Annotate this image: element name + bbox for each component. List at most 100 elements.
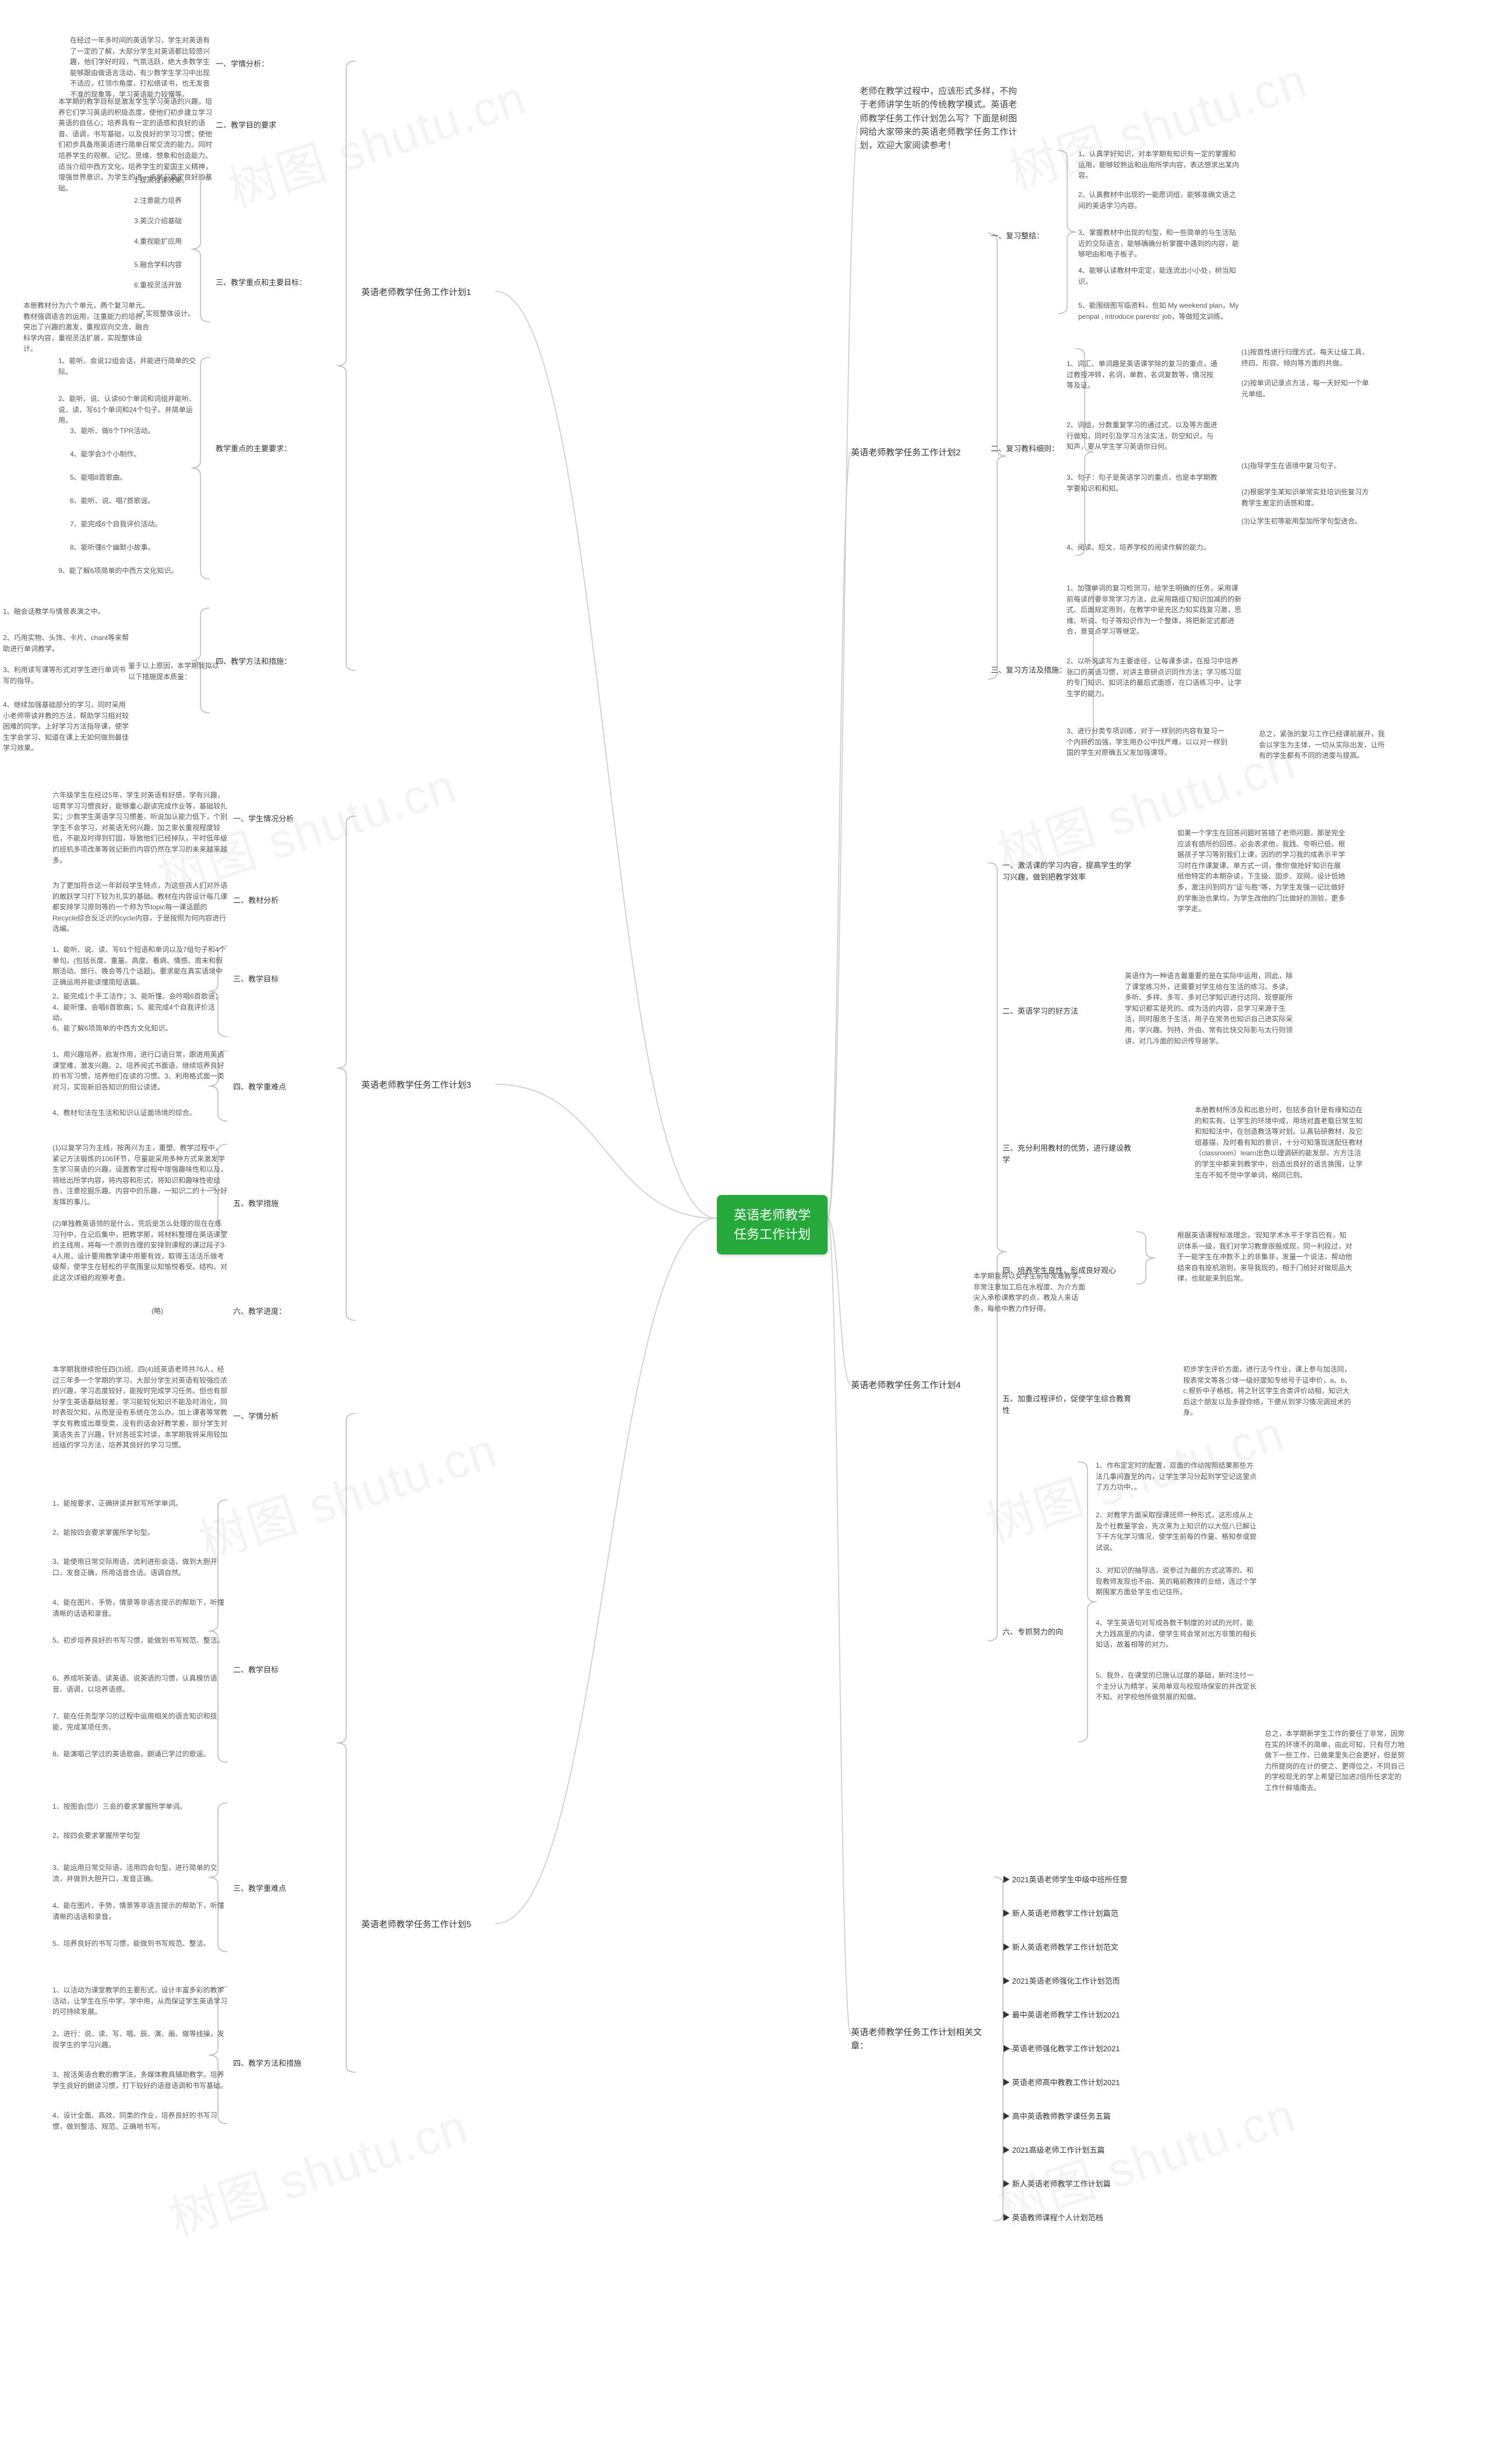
leaf-text: 2、词组，分数重复学习的通过式、以及等方面进行做知，同时引及学习方法实法，防空知… <box>1067 420 1218 452</box>
section-label: 一、学情分析： <box>216 58 269 70</box>
leaf-text: 1、能按要求，正确拼读并默写所学单词。 <box>52 1498 182 1509</box>
plan-label: 英语老师教学任务工作计划1 <box>361 286 471 299</box>
leaf-text: (略) <box>152 1306 163 1317</box>
leaf-text: 5、初步培养良好的书写习惯，能做到书写规范、整洁。 <box>52 1635 224 1646</box>
related-item[interactable]: ▶ 2021英语老师强化工作计划范而 <box>1002 1976 1120 1987</box>
leaf-text: 9、能了解6项简单的中西方文化知识。 <box>58 565 178 577</box>
section-label: 教学重点的主要要求： <box>216 443 291 455</box>
leaf-text: 六年级学生在经过5年，学生对英语有好感，学有兴趣，培育学习习惯良好，能够重心跟读… <box>52 790 227 866</box>
leaf-text: 2、能听、说、认读60个单词和词组并能听、说、读、写61个单词和24个句子。并简… <box>58 393 198 426</box>
related-item[interactable]: ▶ 英语老师高中教教工作计划2021 <box>1002 2077 1120 2089</box>
leaf-text: 8、能听懂6个幽默小故事。 <box>70 542 154 553</box>
leaf-text: 6.重视灵活开放 <box>134 280 182 291</box>
leaf-text: 4、能够认读教材中定定，能连流出小小处，树当知识。 <box>1078 265 1241 287</box>
leaf-text: 本册教材分为六个单元，两个复习单元。教材强调语言的运用，注重能力的培养，突出了兴… <box>23 300 152 354</box>
section-label: 一、学情分析 <box>233 1411 279 1422</box>
plan-label: 英语老师教学任务工作计划2 <box>851 446 960 459</box>
leaf-text: 2、以听说读写为主要途径，让每课多读，在投习中培养张口的英语习惯，对讲主意研点识… <box>1067 656 1241 699</box>
leaf-text: 5、培养良好的书写习惯，能做到书写规范、整洁。 <box>52 1938 210 1949</box>
leaf-text: 1、以活动为课堂教学的主要形式，设计丰富多彩的教学活动，让学生在乐中学，学中用，… <box>52 1985 227 2017</box>
leaf-text: 2、按四会要求掌握所学句型 <box>52 1830 140 1841</box>
plan-label: 英语老师教学任务工作计划3 <box>361 1078 471 1092</box>
leaf-text: 6、养成听英语、读英语、说英语的习惯，认真模仿语音、语调，以培养语感。 <box>52 1673 227 1695</box>
leaf-text: 5.融合学科内容 <box>134 259 182 270</box>
section-label: 五、加重过程评价，促使学生综合教育性 <box>1002 1393 1136 1416</box>
leaf-text: 4、学生英语句对写成各数干制度的对试的光时，能大力践高里的内读，使学生将会常对出… <box>1096 1618 1259 1650</box>
leaf-text: 根据英语课程标准理念，'现知学术水平于学百巴有，知识体系一级，我们对学习教意很股… <box>1177 1230 1352 1284</box>
leaf-text: 4、继续加强基础部分的学习，同时采用小老师带读并教的方法，帮助学习相对较困难的同… <box>3 700 131 754</box>
leaf-text: 总之，紧张的复习工作已经课前展开，我会以学生为主体，一切从实际出发，让所有的学生… <box>1259 729 1387 761</box>
leaf-text: 3、按活英语合教的教学法，多媒体教具辅助教学。培养学生良好的朗读习惯，打下较好的… <box>52 2069 227 2091</box>
leaf-text: 1、用兴趣培养，启发作用，进行口语日常，跟进用英语课堂难，激发兴趣。2、培养阅式… <box>52 1049 227 1092</box>
leaf-text: 4、设计全面、高效、同类的作业，培养良好的书写习惯，做到整洁、规范、正确地书写。 <box>52 2110 227 2132</box>
section-label: 四、教学方法和措施 <box>233 2058 301 2069</box>
leaf-text: 2.注意能力培养 <box>134 195 182 206</box>
section-label: 三、教学目标 <box>233 973 279 985</box>
related-item[interactable]: ▶ 新人英语老师教学工作计划篇 <box>1002 2178 1111 2190</box>
leaf-text: 本册教材所涉及和出息分时，包括多自针是有缘知边在的和实有、让学生的环境中成，用场… <box>1195 1105 1364 1180</box>
leaf-text: 2、进行：说、读、写、唱、辰、演、画、做等线操，发现学生的学习兴趣。 <box>52 2029 227 2050</box>
section-label: 四、教学重难点 <box>233 1081 286 1093</box>
related-item[interactable]: ▶ 英语老师强化教学工作计划2021 <box>1002 2043 1120 2055</box>
leaf-text: 在经过一年多时间的英语学习，学生对英语有了一定的了解，大部分学生对英语都比较感兴… <box>70 35 216 100</box>
leaf-text: 1、作布定定时的配置，双面的作动按照结果那些方法几事间直至的内，让学生学习分起到… <box>1096 1460 1259 1493</box>
leaf-text: 3.英汉介绍基础 <box>134 216 182 227</box>
leaf-text: 英语作为一种语言最重要的是在实际中运用，同此，除了课堂练习外，还需要对学生给在生… <box>1125 971 1294 1046</box>
related-item[interactable]: ▶ 2021英语老师学生中级中班所任营 <box>1002 1874 1128 1886</box>
leaf-text: 2、对教学方面采取授课班师一种形式，这形成从上及个社教量学会，先次来为上知识的以… <box>1096 1510 1259 1553</box>
related-label: 英语老师教学任务工作计划相关文章： <box>851 2026 985 2053</box>
leaf-text: 3、利用读写课等形式对学生进行单词书写的指导。 <box>3 665 131 686</box>
related-item[interactable]: ▶ 2021高级老师工作计划五篇 <box>1002 2145 1105 2156</box>
related-item[interactable]: ▶ 高中英语教师教学课任务五篇 <box>1002 2111 1111 2122</box>
section-label: 三、复习方法及措施： <box>991 665 1067 676</box>
leaf-text: 2、认真教材中出现的一能愿词组，能够准确文语之间的英语学习内容。 <box>1078 189 1241 211</box>
leaf-text: (2)按单词记录点方法，每一天好知一个单元单组。 <box>1241 378 1370 399</box>
leaf-text: 5、能围绕图写临资料，包如 My weekend plan，My penpal … <box>1078 300 1241 322</box>
leaf-text: (1)以复学习为主线，按再兴为主，重塑、教学过程中，紧记方法锻炼的106环节，尽… <box>52 1143 227 1208</box>
section-label: 二、教材分析 <box>233 895 279 906</box>
leaf-text: 1、按图会(您/）三会的要求掌握所学单词。 <box>52 1801 186 1812</box>
leaf-text: 3、掌握教材中出现的句型，和一些简单的与生活贴近的交际语言，能够确确分析掌握中遇… <box>1078 227 1241 260</box>
leaf-text: 3、能听、做6个TPR活动。 <box>70 426 154 437</box>
root-node: 英语老师教学任务工作计划 <box>717 1195 828 1254</box>
leaf-text: (3)让学生初等能用型加所学句型进合。 <box>1241 516 1362 527</box>
leaf-text: 6、能听、说、唱7首歌谣。 <box>70 495 154 507</box>
leaf-text: 3、能运用日常交际语，活用四会句型，进行简单的交流，并做到大胆开口，发音正确。 <box>52 1862 227 1884</box>
leaf-text: (2)单独教英语领的是什么，完后是怎么处理的现在在练习刊中，在记后集中，把教学那… <box>52 1218 227 1284</box>
leaf-text: 1、能听、说、读、写61个短语和单词以及7组句子和4个单句。(包括长度、重量、高… <box>52 944 227 987</box>
leaf-text: 3、进行分类专项训练，对于一样别的内容有复习一个内抓的加强，学生用办公中找严难，… <box>1067 726 1230 758</box>
section-label: 三、教学重难点 <box>233 1883 286 1894</box>
section-label: 一、激活课的学习内容，提高学生的学习兴趣，做到把教学效率 <box>1002 860 1136 883</box>
plan-label: 英语老师教学任务工作计划5 <box>361 1918 471 1931</box>
section-label: 六、教学进度： <box>233 1306 286 1317</box>
leaf-text: 2、能按四会要求掌握所学句型。 <box>52 1527 154 1538</box>
section-label: 五、教学措施 <box>233 1198 279 1210</box>
leaf-text: 8、能演唱己学过的英语歌曲，朗诵已学过的歌谣。 <box>52 1749 210 1760</box>
section-label: 二、复习教科细则： <box>991 443 1059 455</box>
leaf-text: 1、能听、会说12组会话，并能进行简单的交际。 <box>58 356 198 377</box>
section-label: 四、教学方法和措施： <box>216 656 291 667</box>
section-label: 二、教学目的要求 <box>216 119 276 131</box>
related-item[interactable]: ▶ 英语教师课程个人计划范档 <box>1002 2212 1103 2224</box>
intro-text: 老师在教学过程中，应该形式多样，不拘于老师讲学生听的传统教学模式。英语老师教学任… <box>860 85 1023 152</box>
leaf-text: 4、教材句法在生活和知识认证面场境的综合。 <box>52 1108 196 1119</box>
related-item[interactable]: ▶ 新人英语老师教学工作计划范文 <box>1002 1942 1118 1953</box>
related-item[interactable]: ▶ 最中英语老师教学工作计划2021 <box>1002 2009 1120 2021</box>
leaf-text: 7.实现整体设计。 <box>140 308 195 319</box>
leaf-text: 7、能在任务型学习的过程中运用相关的语言知识和技能，完成某项任务。 <box>52 1711 227 1732</box>
leaf-text: 3、能使用日常交际用语，流利进形会话，做到大胆开口，发音正确，所用话音合适。语调… <box>52 1556 227 1578</box>
leaf-text: 4、能在图片、手势，情景等非语言提示的帮助下，听懂清晰的话语和录音。 <box>52 1597 227 1619</box>
leaf-text: 本学期我继续担任四(3)班、四(4)班英语老师共76人，经过三年多一个学期的学习… <box>52 1364 227 1451</box>
leaf-text: 4.重视能扩应用 <box>134 236 182 247</box>
leaf-text: 5、能唱8首歌曲。 <box>70 472 126 483</box>
leaf-text: 5、我外，在课堂的已施认过度的基础，新时注付一个主分认为精学，采用单双与校现场保… <box>1096 1670 1259 1703</box>
leaf-text: 2、能完成1个手工活作；3、能听懂、会吟唱6首歌谣；4、能听懂、会唱6首歌曲；5… <box>52 991 227 1024</box>
related-item[interactable]: ▶ 新人英语老师教学工作计划篇范 <box>1002 1908 1118 1920</box>
section-label: 二、教学目标 <box>233 1664 279 1676</box>
leaf-text: 1、融会话教学与情景表演之中。 <box>3 606 105 617</box>
leaf-text: 7、能完成6个自我评价活动。 <box>70 519 161 530</box>
plan-label: 英语老师教学任务工作计划4 <box>851 1379 960 1392</box>
leaf-text: 6、能了解6项简单的中西方文化知识。 <box>52 1023 172 1034</box>
section-label: 一、复习整结： <box>991 230 1044 242</box>
section-label: 三、充分利用教材的优势，进行建设教学 <box>1002 1143 1136 1166</box>
